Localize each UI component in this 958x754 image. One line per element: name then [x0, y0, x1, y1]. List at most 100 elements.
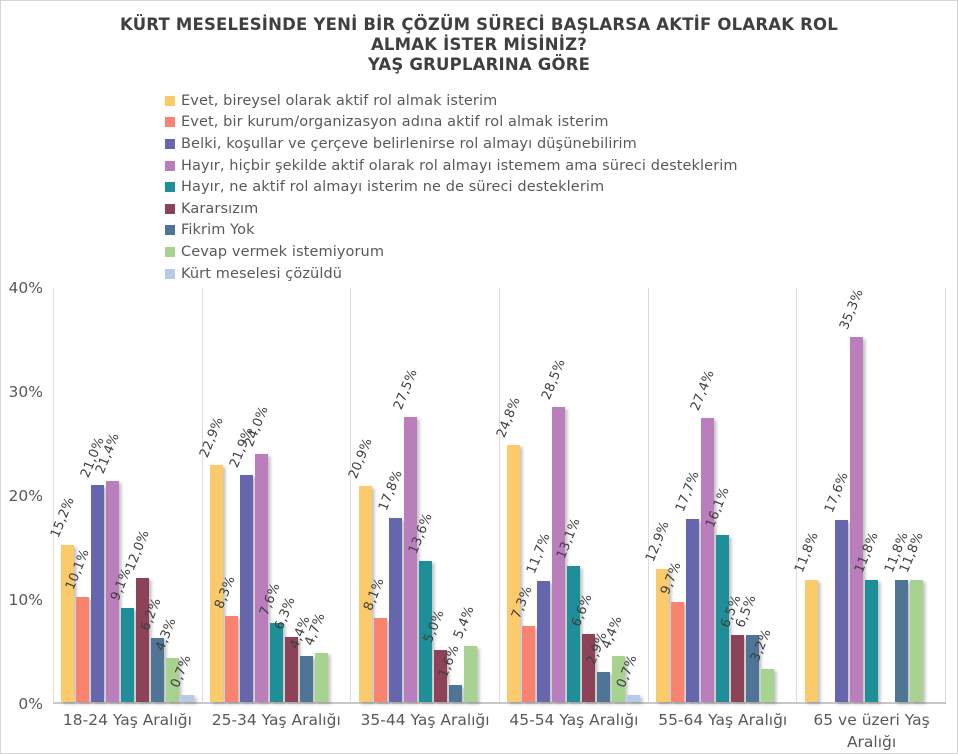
legend-label: Evet, bireysel olarak aktif rol almak is…: [181, 92, 498, 109]
bar-slot: 24,0%: [242, 288, 272, 702]
bar: [507, 445, 521, 702]
legend-swatch-icon: [165, 95, 175, 106]
x-axis-label: 25-34 Yaş Aralığı: [211, 711, 341, 729]
legend-swatch-icon: [165, 117, 175, 128]
category-group: 11,8% 17,6% 35,3% 11,8% 11,8% 11,8%: [792, 287, 947, 702]
legend-swatch-icon: [165, 203, 175, 214]
legend-item: Kürt meselesi çözüldü: [165, 263, 738, 285]
legend-swatch-icon: [165, 182, 175, 193]
bar: [552, 407, 566, 702]
category-group: 20,9% 8,1% 17,8% 27,5% 13,6% 5,0% 1,6% 5,4%: [346, 288, 501, 702]
legend-item: Hayır, hiçbir şekilde aktif olarak rol a…: [165, 155, 738, 177]
legend-swatch-icon: [165, 138, 175, 149]
bar: [537, 580, 551, 702]
bar: [255, 453, 268, 702]
bar: [358, 485, 372, 702]
bar-slot: 27,4%: [688, 288, 718, 702]
bar: [701, 418, 715, 702]
category-group: 12,9% 9,7% 17,7% 27,4% 16,1% 6,5% 6,5% 3,2%: [643, 288, 798, 702]
bar: [909, 579, 923, 702]
bar: [181, 694, 195, 702]
y-tick-label: 30%: [8, 383, 43, 401]
legend-label: Evet, bir kurum/organizasyon adına aktif…: [181, 114, 609, 131]
bar: [373, 618, 387, 702]
category-group: 24,8% 7,3% 11,7% 28,5% 13,1% 6,6% 2,9% 4,4% 0,7%: [494, 288, 649, 702]
x-axis-label: 35-44 Yaş Aralığı: [360, 711, 490, 729]
bar: [567, 566, 581, 702]
legend-item: Evet, bireysel olarak aktif rol almak is…: [165, 90, 738, 112]
x-axis-label: 55-64 Yaş Aralığı: [658, 711, 788, 729]
bar-slot: 11,8%: [897, 288, 927, 702]
bar-slot: 21,9%: [227, 288, 257, 702]
bar-slot: 4,4%: [287, 288, 314, 702]
bar-slot: 11,8%: [792, 288, 822, 702]
legend-item: Fikrim Yok: [165, 220, 738, 242]
bar-slot: 27,5%: [391, 288, 421, 702]
legend-item: Kararsızım: [165, 198, 738, 220]
bar: [612, 656, 626, 702]
bar: [597, 672, 611, 702]
bar-slot: 1,6%: [436, 288, 462, 702]
bar-slot: 4,7%: [302, 288, 329, 702]
bar-slot: [776, 288, 789, 702]
bar: [433, 650, 447, 702]
bar-slot: 5,0%: [421, 288, 447, 702]
y-tick-label: 40%: [8, 279, 43, 297]
bar: [388, 517, 402, 702]
bar-slot: 12,0%: [123, 288, 153, 702]
bar: [240, 475, 253, 702]
x-axis-label: 65 ve üzeri Yaş Aralığı: [813, 711, 930, 751]
chart-title-line-1: KÜRT MESELESİNDE YENİ BİR ÇÖZÜM SÜRECİ B…: [120, 15, 838, 34]
bar: [136, 577, 150, 702]
y-tick-label: 20%: [8, 487, 43, 505]
bar-slot: 17,6%: [822, 288, 852, 702]
legend-item: Belki, koşullar ve çerçeve belirlenirse …: [165, 133, 738, 155]
bar-slot: 2,9%: [584, 288, 611, 702]
bar: [834, 519, 848, 702]
bar: [627, 694, 641, 702]
bar: [849, 336, 863, 702]
bar-slot: 21,0%: [78, 288, 108, 702]
bar-slot: 10,1%: [63, 288, 93, 702]
bar: [270, 623, 283, 702]
bar: [403, 417, 417, 702]
bar: [448, 685, 462, 702]
chart-title-line-3: YAŞ GRUPLARINA GÖRE: [367, 55, 591, 74]
bar: [300, 656, 313, 702]
bar-slot: 6,3%: [272, 288, 299, 702]
legend-item: Evet, bir kurum/organizasyon adına aktif…: [165, 112, 738, 134]
bar: [418, 561, 432, 702]
bar: [76, 597, 90, 702]
legend-label: Hayır, ne aktif rol almayı isterim ne de…: [181, 179, 605, 196]
bar: [61, 544, 75, 702]
bar-slot: [330, 288, 343, 702]
x-axis-label: 45-54 Yaş Aralığı: [509, 711, 639, 729]
bar-slot: 3,2%: [748, 288, 775, 702]
bar: [656, 568, 670, 702]
plot-area: 15,2% 10,1% 21,0% 21,4% 9,1% 12,0% 6,2% 4,3% 0,7…: [48, 287, 947, 704]
legend-label: Kararsızım: [181, 200, 259, 217]
y-tick-label: 0%: [18, 695, 43, 713]
x-axis: 18-24 Yaş Aralığı 25-34 Yaş Aralığı 35-44 …: [53, 709, 946, 753]
bar-slot: [925, 288, 938, 702]
bar-slot: 8,1%: [361, 288, 387, 702]
bar: [716, 535, 730, 702]
bar: [151, 637, 165, 702]
legend-label: Kürt meselesi çözüldü: [181, 265, 343, 282]
bar-slot: 4,3%: [153, 288, 180, 702]
bar-slot: 16,1%: [703, 288, 733, 702]
bar-slot: 0,7%: [614, 288, 641, 702]
bar-slot: 11,8%: [852, 288, 882, 702]
legend-label: Fikrim Yok: [181, 222, 255, 239]
category-group: 15,2% 10,1% 21,0% 21,4% 9,1% 12,0% 6,2% 4,3% 0,7…: [48, 288, 203, 702]
bar-slot: 4,4%: [599, 288, 626, 702]
bar: [210, 465, 223, 702]
bar-slot: 9,1%: [108, 288, 135, 702]
category-group: 22,9% 8,3% 21,9% 24,0% 7,6% 6,3% 4,4% 4,7%: [197, 288, 352, 702]
bar-slot: 13,6%: [406, 288, 436, 702]
bar-slot: 28,5%: [539, 288, 569, 702]
bar-slot: 22,9%: [197, 288, 227, 702]
chart-title: KÜRT MESELESİNDE YENİ BİR ÇÖZÜM SÜRECİ B…: [1, 15, 957, 75]
bar-slot: 15,2%: [48, 288, 78, 702]
